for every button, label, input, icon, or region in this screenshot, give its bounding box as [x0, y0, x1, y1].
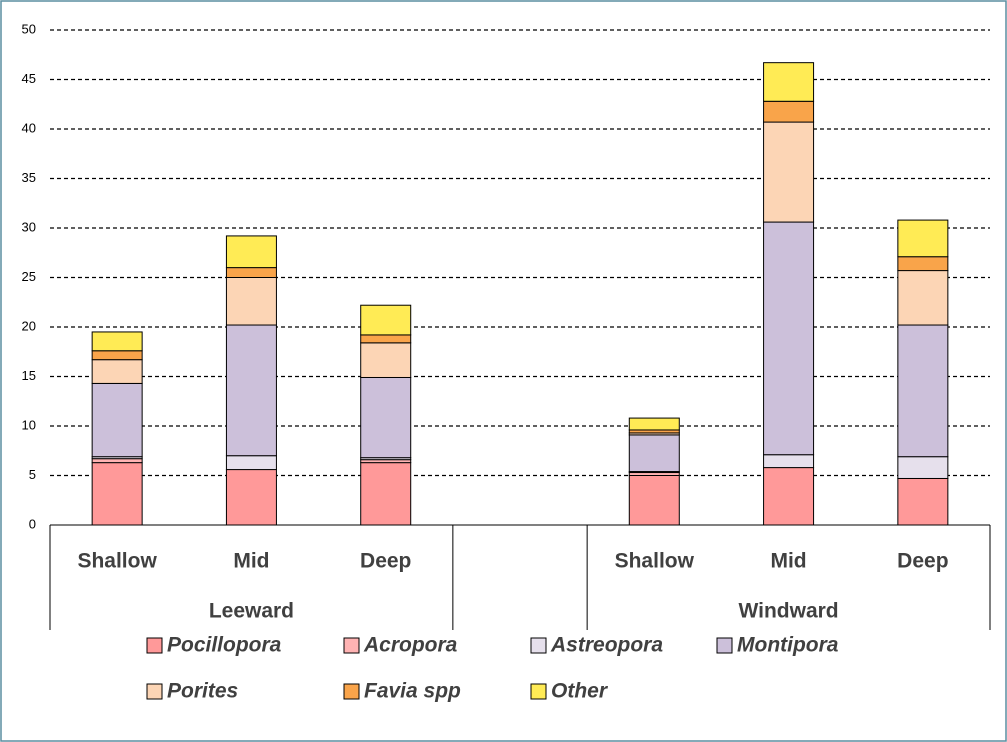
bar-segment — [225, 324, 277, 457]
y-tick-label: 25 — [22, 269, 36, 284]
y-tick-label: 15 — [22, 368, 36, 383]
bar-segment — [91, 350, 143, 361]
legend-label: Montipora — [737, 634, 839, 657]
y-tick-label: 30 — [22, 219, 36, 234]
legend-label: Acropora — [363, 634, 458, 657]
bar-segment — [360, 334, 412, 344]
bar-segment — [225, 235, 277, 269]
legend-marker — [530, 637, 547, 654]
bar-segment — [763, 62, 815, 102]
bar-segment — [225, 277, 277, 326]
bar-segment — [763, 454, 815, 469]
legend-label: Porites — [167, 680, 238, 703]
legend-label: Other — [551, 680, 609, 703]
legend-marker — [343, 637, 360, 654]
y-tick-label: 40 — [22, 120, 36, 135]
bar-segment — [897, 324, 949, 458]
bar-segment — [225, 469, 277, 526]
bar-segment — [897, 456, 949, 479]
bar-segment — [897, 256, 949, 272]
bar-segment — [763, 467, 815, 526]
bar-segment — [360, 304, 412, 336]
bar-segment — [225, 455, 277, 471]
x-tick-label: Shallow — [615, 550, 695, 573]
group-label: Windward — [739, 600, 839, 623]
bar-segment — [91, 462, 143, 526]
bar-segment — [763, 100, 815, 123]
group-label: Leeward — [209, 600, 294, 623]
bar-segment — [91, 382, 143, 458]
y-tick-label: 35 — [22, 170, 36, 185]
x-tick-label: Mid — [233, 550, 269, 573]
legend-marker — [146, 637, 163, 654]
legend-label: Favia spp — [364, 680, 461, 703]
bar-segment — [360, 462, 412, 526]
x-tick-label: Mid — [770, 550, 806, 573]
bar-segment — [763, 221, 815, 456]
x-tick-label: Deep — [360, 550, 411, 573]
y-tick-label: 45 — [22, 71, 36, 86]
legend-label: Astreopora — [550, 634, 663, 657]
bar-segment — [360, 376, 412, 459]
bar-segment — [91, 331, 143, 352]
bar-segment — [897, 270, 949, 326]
bar-segment — [628, 434, 680, 473]
bar-segment — [91, 359, 143, 384]
legend-marker — [343, 683, 360, 700]
x-tick-label: Deep — [897, 550, 948, 573]
legend-marker — [716, 637, 733, 654]
x-tick-label: Shallow — [77, 550, 157, 573]
legend-marker — [146, 683, 163, 700]
y-tick-label: 50 — [22, 21, 36, 36]
bar-segment — [225, 267, 277, 279]
bar-segment — [628, 475, 680, 526]
legend-marker — [530, 683, 547, 700]
bar-segment — [91, 458, 143, 464]
bar-segment — [763, 121, 815, 223]
y-tick-label: 0 — [29, 516, 36, 531]
legend-label: Pocillopora — [167, 634, 282, 657]
y-tick-label: 10 — [22, 417, 36, 432]
bar-segment — [360, 342, 412, 378]
y-tick-label: 5 — [29, 467, 36, 482]
bar-segment — [897, 477, 949, 526]
bar-segment — [628, 417, 680, 431]
bar-segment — [897, 219, 949, 258]
y-tick-label: 20 — [22, 318, 36, 333]
